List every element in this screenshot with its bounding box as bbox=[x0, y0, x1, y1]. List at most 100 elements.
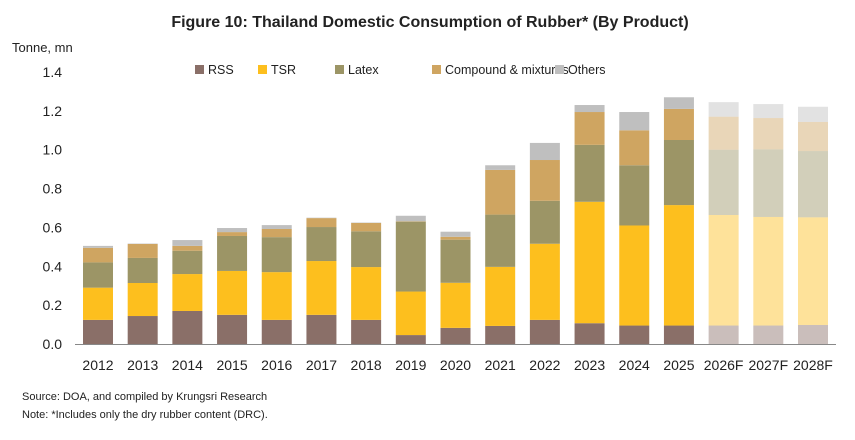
bar-tsr-2022 bbox=[530, 244, 560, 320]
y-tick-label: 0.2 bbox=[43, 297, 63, 313]
legend-swatch bbox=[195, 65, 204, 74]
bar-latex-2013 bbox=[128, 258, 158, 283]
bar-latex-2020 bbox=[441, 240, 471, 283]
y-tick-label: 0.6 bbox=[43, 219, 63, 235]
y-axis-label: Tonne, mn bbox=[12, 40, 73, 55]
bar-latex-2021 bbox=[485, 215, 515, 267]
bar-latex-2022 bbox=[530, 201, 560, 244]
bar-latex-2026F bbox=[709, 150, 739, 215]
bar-tsr-2024 bbox=[619, 225, 649, 325]
y-tick-label: 0.0 bbox=[43, 336, 63, 352]
bar-compound-mixtures-2026F bbox=[709, 117, 739, 150]
bar-others-2014 bbox=[172, 240, 202, 246]
legend-label: TSR bbox=[271, 63, 296, 77]
x-tick-label: 2016 bbox=[261, 357, 292, 373]
y-tick-label: 0.8 bbox=[43, 181, 63, 197]
bar-latex-2025 bbox=[664, 140, 694, 205]
bar-latex-2019 bbox=[396, 222, 426, 292]
y-tick-label: 1.2 bbox=[43, 103, 63, 119]
bar-tsr-2014 bbox=[172, 274, 202, 311]
x-tick-label: 2026F bbox=[704, 357, 744, 373]
x-tick-label: 2018 bbox=[351, 357, 382, 373]
bar-tsr-2017 bbox=[306, 261, 336, 315]
x-tick-label: 2017 bbox=[306, 357, 337, 373]
bar-tsr-2025 bbox=[664, 205, 694, 325]
bar-compound-mixtures-2024 bbox=[619, 130, 649, 165]
bar-tsr-2016 bbox=[262, 272, 292, 320]
bar-tsr-2023 bbox=[575, 202, 605, 323]
legend-swatch bbox=[258, 65, 267, 74]
bar-others-2020 bbox=[441, 232, 471, 237]
x-tick-label: 2019 bbox=[395, 357, 426, 373]
bar-rss-2022 bbox=[530, 320, 560, 344]
bar-compound-mixtures-2020 bbox=[441, 237, 471, 240]
x-tick-label: 2024 bbox=[619, 357, 650, 373]
bar-rss-2013 bbox=[128, 316, 158, 344]
bar-tsr-2020 bbox=[441, 283, 471, 328]
bar-tsr-2013 bbox=[128, 283, 158, 316]
source-note: Source: DOA, and compiled by Krungsri Re… bbox=[22, 391, 267, 403]
x-tick-label: 2012 bbox=[82, 357, 113, 373]
bar-rss-2015 bbox=[217, 315, 247, 344]
bar-latex-2014 bbox=[172, 251, 202, 274]
bar-others-2023 bbox=[575, 105, 605, 112]
x-tick-label: 2023 bbox=[574, 357, 605, 373]
chart-title: Figure 10: Thailand Domestic Consumption… bbox=[171, 14, 688, 31]
bar-others-2027F bbox=[753, 104, 783, 118]
bar-others-2025 bbox=[664, 97, 694, 109]
bar-rss-2018 bbox=[351, 320, 381, 344]
bar-latex-2024 bbox=[619, 165, 649, 225]
x-tick-label: 2014 bbox=[172, 357, 203, 373]
bar-compound-mixtures-2021 bbox=[485, 170, 515, 215]
x-tick-label: 2022 bbox=[529, 357, 560, 373]
bar-compound-mixtures-2018 bbox=[351, 223, 381, 231]
legend-swatch bbox=[335, 65, 344, 74]
x-tick-label: 2025 bbox=[663, 357, 694, 373]
bar-latex-2012 bbox=[83, 262, 113, 287]
x-tick-label: 2027F bbox=[748, 357, 788, 373]
bar-latex-2017 bbox=[306, 227, 336, 261]
x-tick-label: 2021 bbox=[485, 357, 516, 373]
legend-label: Compound & mixtures bbox=[445, 63, 569, 77]
x-tick-label: 2015 bbox=[216, 357, 247, 373]
bar-others-2019 bbox=[396, 216, 426, 221]
bar-rss-2023 bbox=[575, 323, 605, 344]
bar-rss-2014 bbox=[172, 311, 202, 344]
bar-others-2016 bbox=[262, 225, 292, 229]
legend-swatch bbox=[555, 65, 564, 74]
bar-others-2026F bbox=[709, 102, 739, 117]
bar-rss-2020 bbox=[441, 328, 471, 344]
legend-label: Others bbox=[568, 63, 606, 77]
y-tick-label: 1.0 bbox=[43, 142, 63, 158]
bar-latex-2018 bbox=[351, 231, 381, 267]
bar-rss-2019 bbox=[396, 335, 426, 344]
bar-tsr-2012 bbox=[83, 288, 113, 320]
bar-compound-mixtures-2025 bbox=[664, 109, 694, 140]
bar-others-2022 bbox=[530, 143, 560, 160]
legend-swatch bbox=[432, 65, 441, 74]
bar-compound-mixtures-2023 bbox=[575, 112, 605, 145]
bar-tsr-2021 bbox=[485, 267, 515, 326]
bar-rss-2028F bbox=[798, 325, 828, 344]
bar-latex-2027F bbox=[753, 149, 783, 217]
bar-others-2015 bbox=[217, 228, 247, 232]
bars bbox=[83, 97, 828, 344]
bar-rss-2012 bbox=[83, 320, 113, 344]
bar-tsr-2018 bbox=[351, 267, 381, 320]
bar-compound-mixtures-2012 bbox=[83, 248, 113, 263]
bar-compound-mixtures-2016 bbox=[262, 229, 292, 237]
y-tick-label: 1.4 bbox=[43, 64, 63, 80]
bar-latex-2015 bbox=[217, 236, 247, 271]
bar-rss-2026F bbox=[709, 326, 739, 344]
bar-tsr-2027F bbox=[753, 217, 783, 326]
y-tick-label: 0.4 bbox=[43, 258, 63, 274]
bar-latex-2028F bbox=[798, 151, 828, 217]
bar-compound-mixtures-2022 bbox=[530, 160, 560, 201]
bar-tsr-2019 bbox=[396, 292, 426, 336]
bar-compound-mixtures-2017 bbox=[306, 218, 336, 227]
bar-rss-2027F bbox=[753, 326, 783, 344]
bar-tsr-2028F bbox=[798, 217, 828, 325]
